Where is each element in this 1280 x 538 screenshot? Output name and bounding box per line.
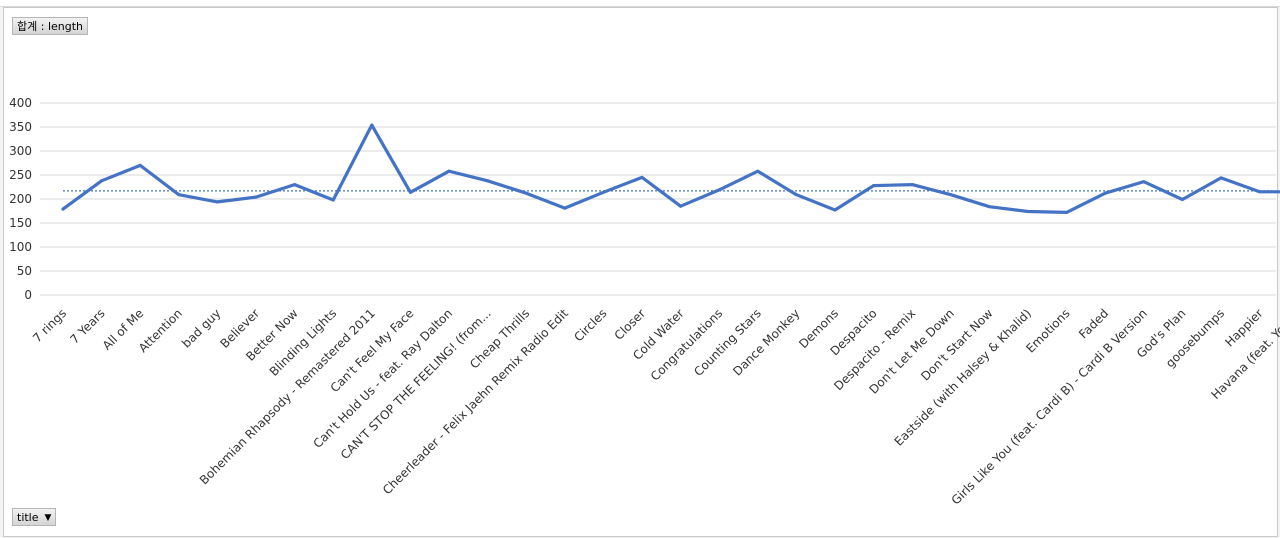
data-point[interactable]: [872, 184, 876, 188]
y-tick-label: 50: [17, 264, 32, 278]
data-point[interactable]: [794, 193, 798, 197]
data-point[interactable]: [1142, 180, 1146, 184]
y-tick-label: 400: [9, 96, 32, 110]
gridlines: [40, 102, 1276, 296]
data-point[interactable]: [331, 198, 335, 202]
data-point[interactable]: [408, 190, 412, 194]
data-point[interactable]: [1258, 190, 1262, 194]
y-axis-ticks: 0 50 100 150 200 250 300 350 400: [9, 96, 32, 302]
data-point[interactable]: [61, 207, 65, 211]
data-point[interactable]: [254, 195, 258, 199]
axis-field-label: title: [17, 511, 39, 524]
data-point[interactable]: [1103, 191, 1107, 195]
x-tick-label: Don't Start Now: [918, 306, 995, 383]
chart-area[interactable]: [3, 7, 1278, 537]
value-field-label: 합계 : length: [17, 20, 84, 33]
data-point[interactable]: [756, 169, 760, 173]
y-tick-label: 100: [9, 240, 32, 254]
y-tick-label: 300: [9, 144, 32, 158]
y-tick-label: 250: [9, 168, 32, 182]
y-tick-label: 350: [9, 120, 32, 134]
x-tick-label: 7 rings: [30, 306, 69, 345]
x-tick-label: bad guy: [179, 306, 223, 350]
data-point[interactable]: [679, 204, 683, 208]
data-point[interactable]: [524, 191, 528, 195]
x-tick-label: Circles: [571, 306, 609, 344]
dropdown-caret-icon[interactable]: ▼: [44, 512, 52, 523]
data-point[interactable]: [486, 179, 490, 183]
data-point[interactable]: [215, 200, 219, 204]
data-point[interactable]: [177, 193, 181, 197]
x-tick-label: Counting Stars: [691, 306, 764, 379]
data-point[interactable]: [601, 190, 605, 194]
axis-field-button[interactable]: title ▼: [12, 508, 57, 526]
data-point[interactable]: [1026, 209, 1030, 213]
data-point[interactable]: [1180, 197, 1184, 201]
data-point[interactable]: [293, 183, 297, 187]
data-point[interactable]: [1219, 176, 1223, 180]
x-tick-label: Cheerleader - Felix Jaehn Remix Radio Ed…: [380, 306, 571, 497]
value-field-button[interactable]: 합계 : length: [12, 17, 89, 35]
data-point[interactable]: [717, 188, 721, 192]
data-point[interactable]: [640, 175, 644, 179]
data-point[interactable]: [447, 169, 451, 173]
series-layer: [61, 123, 1280, 214]
data-point[interactable]: [563, 206, 567, 210]
sheet-background-strip: [0, 0, 1280, 7]
data-point[interactable]: [138, 163, 142, 167]
data-point[interactable]: [370, 123, 374, 127]
data-point[interactable]: [100, 179, 104, 183]
y-tick-label: 0: [24, 288, 32, 302]
x-tick-label: Dance Monkey: [730, 306, 802, 378]
data-point[interactable]: [987, 205, 991, 209]
x-tick-label: Congratulations: [648, 306, 725, 383]
data-point[interactable]: [910, 183, 914, 187]
data-point[interactable]: [949, 193, 953, 197]
y-tick-label: 150: [9, 216, 32, 230]
x-tick-label: Can't Hold Us - feat. Ray Dalton: [311, 306, 456, 451]
x-tick-label: Blinding Lights: [267, 306, 340, 379]
data-point[interactable]: [1065, 210, 1069, 214]
y-tick-label: 200: [9, 192, 32, 206]
x-tick-label: Closer: [612, 306, 649, 343]
data-point[interactable]: [833, 208, 837, 212]
x-tick-label: Faded: [1076, 306, 1111, 341]
